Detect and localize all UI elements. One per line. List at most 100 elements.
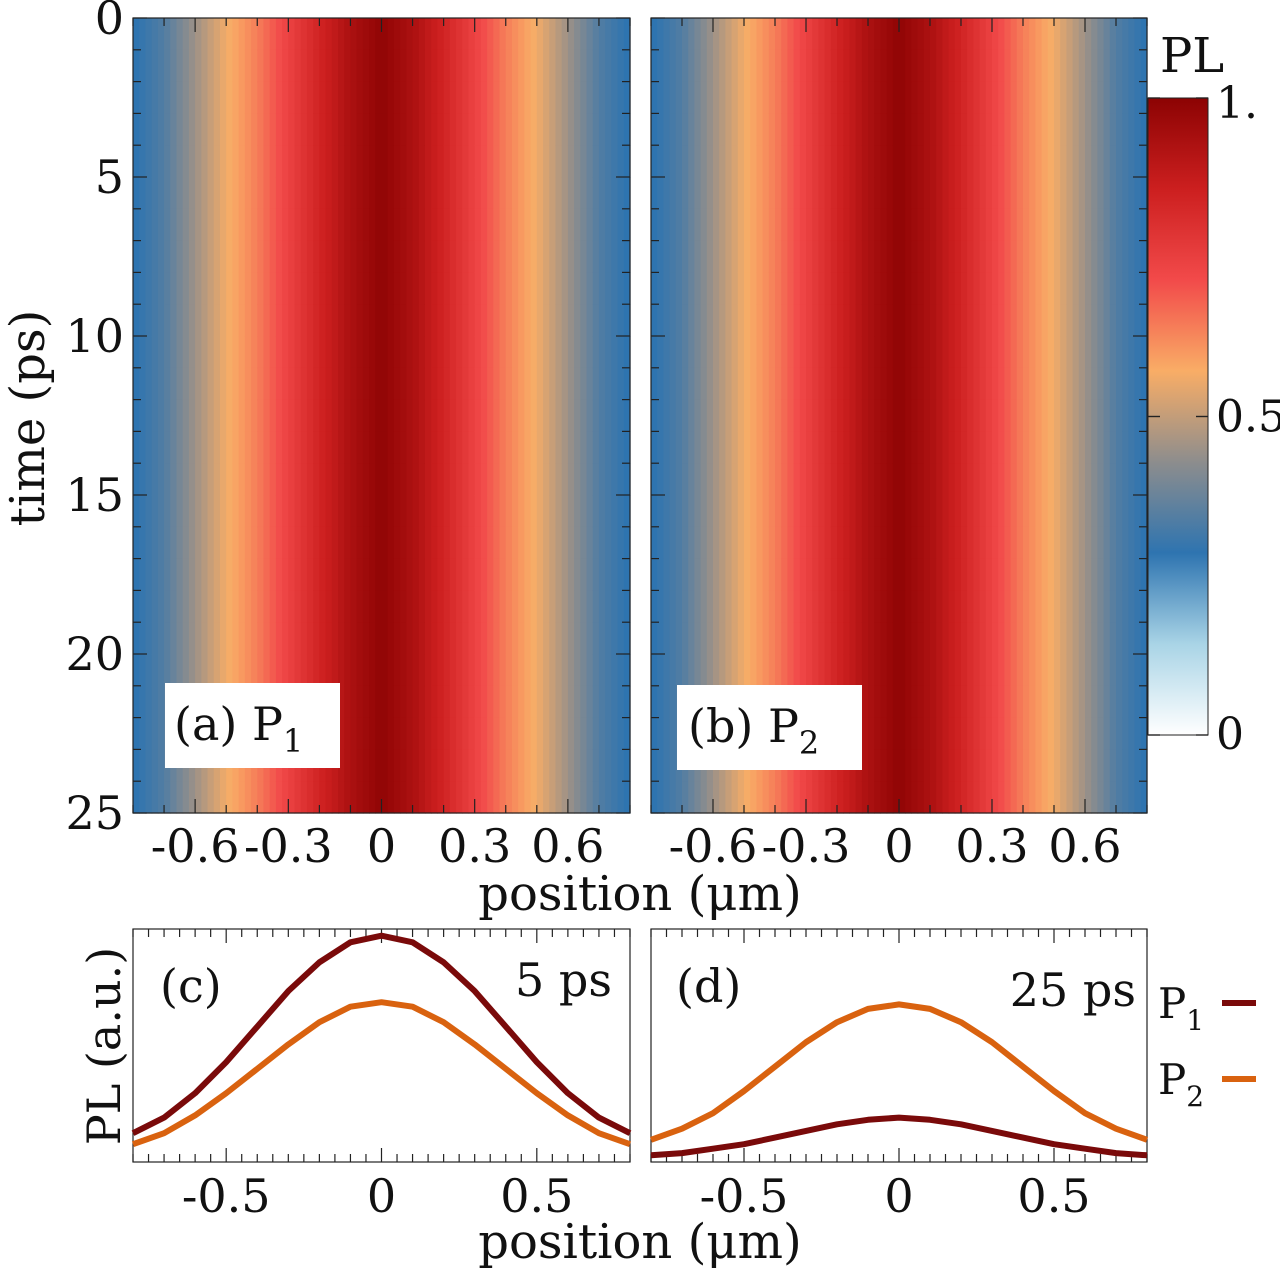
heatmap-cell (561, 749, 569, 782)
heatmap-cell (176, 113, 184, 146)
heatmap-cell (899, 208, 906, 242)
heatmap-cell (213, 145, 221, 178)
heatmap-cell (806, 240, 813, 273)
heatmap-cell (170, 18, 178, 51)
heatmap-cell (139, 781, 147, 814)
heatmap-cell (651, 272, 658, 305)
heatmap-cell (493, 781, 501, 814)
heatmap-cell (713, 113, 720, 146)
heatmap-cell (350, 685, 358, 719)
heatmap-cell (1016, 208, 1024, 242)
series-line-p2 (131, 999, 632, 1148)
heatmap-cell (1004, 495, 1012, 528)
heatmap-cell (837, 81, 844, 114)
heatmap-cell (1041, 622, 1049, 655)
heatmap-cell (1060, 590, 1067, 623)
heatmap-cell (1035, 654, 1043, 687)
heatmap-cell (1103, 781, 1111, 814)
heatmap-cell (750, 590, 757, 623)
heatmap-cell (992, 367, 999, 401)
heatmap-cell (443, 81, 451, 114)
heatmap-cell (524, 18, 532, 51)
heatmap-cell (861, 240, 869, 273)
heatmap-cell (775, 590, 782, 623)
heatmap-cell (756, 113, 764, 146)
heatmap-cell (530, 622, 538, 655)
heatmap-cell (663, 18, 671, 51)
heatmap-cell (213, 463, 221, 496)
heatmap-cell (617, 81, 625, 114)
heatmap-cell (164, 399, 171, 432)
heatmap-cell (1010, 749, 1018, 782)
heatmap-cell (406, 463, 414, 496)
heatmap-cell (306, 113, 314, 146)
heatmap-cell (574, 336, 581, 369)
heatmap-cell (917, 304, 925, 337)
heatmap-cell (1140, 558, 1148, 591)
heatmap-cell (948, 590, 956, 623)
heatmap-cell (518, 272, 525, 305)
heatmap-cell (787, 654, 795, 687)
heatmap-cell (985, 463, 993, 496)
heatmap-cell (663, 177, 671, 210)
heatmap-cell (948, 145, 956, 178)
heatmap-cell (151, 749, 159, 782)
heatmap-cell (1085, 240, 1092, 273)
heatmap-cell (961, 367, 968, 401)
heatmap-cell (580, 749, 588, 782)
heatmap-cell (164, 781, 171, 814)
heatmap-cell (151, 558, 159, 591)
heatmap-cell (505, 495, 513, 528)
heatmap-cell (617, 304, 625, 337)
heatmap-cell (369, 81, 376, 114)
heatmap-cell (824, 49, 832, 83)
heatmap-cell (744, 431, 751, 464)
heatmap-cell (468, 399, 476, 432)
heatmap-cell (1091, 463, 1098, 496)
heatmap-cell (306, 272, 314, 305)
heatmap-cell (694, 18, 702, 51)
heatmap-cell (874, 240, 881, 273)
heatmap-cell (592, 558, 600, 591)
heatmap-cell (1041, 463, 1049, 496)
heatmap-cell (1016, 336, 1024, 369)
heatmap-cell (1103, 208, 1111, 242)
heatmap-cell (911, 336, 919, 369)
heatmap-cell (623, 240, 631, 273)
heatmap-cell (713, 781, 720, 814)
heatmap-cell (139, 654, 147, 687)
heatmap-cell (605, 81, 612, 114)
heatmap-cell (145, 685, 153, 719)
heatmap-cell (238, 208, 246, 242)
heatmap-cell (188, 336, 196, 369)
heatmap-cell (688, 463, 695, 496)
heatmap-cell (375, 18, 383, 51)
heatmap-cell (1023, 399, 1030, 432)
heatmap-cell (917, 272, 925, 305)
heatmap-cell (263, 399, 271, 432)
heatmap-cell (917, 654, 925, 687)
heatmap-cell (855, 240, 863, 273)
heatmap-cell (954, 526, 962, 560)
heatmap-cell (886, 399, 894, 432)
heatmap-cell (238, 240, 246, 273)
line-series-c (131, 932, 632, 1148)
heatmap-cell (350, 495, 358, 528)
heatmap-cell (830, 336, 838, 369)
heatmap-cell (688, 113, 695, 146)
heatmap-cell (1066, 81, 1074, 114)
heatmap-cell (462, 781, 470, 814)
heatmap-cell (151, 304, 159, 337)
heatmap-cell (400, 240, 407, 273)
heatmap-cell (549, 145, 557, 178)
heatmap-cell (1116, 18, 1123, 51)
heatmap-cell (1072, 463, 1080, 496)
heatmap-cell (762, 526, 770, 560)
heatmap-cell (449, 177, 457, 210)
heatmap-cell (1054, 526, 1061, 560)
heatmap-cell (524, 654, 532, 687)
heatmap-cell (133, 558, 140, 591)
heatmap-cell (880, 685, 888, 719)
heatmap-cell (874, 495, 881, 528)
